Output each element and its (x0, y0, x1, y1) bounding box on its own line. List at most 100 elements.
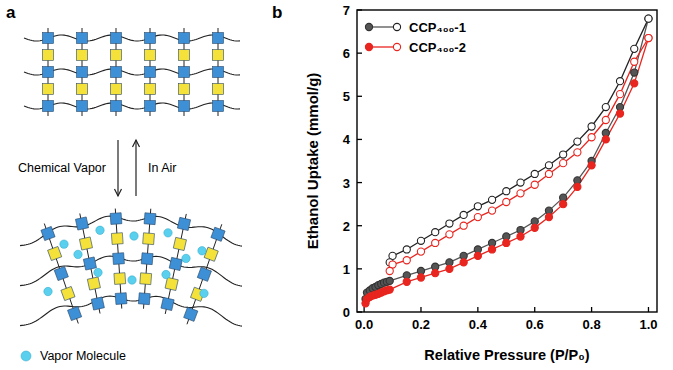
legend-marker (393, 23, 400, 30)
monomer (213, 50, 224, 61)
data-point (386, 286, 393, 293)
legend-label: Vapor Molecule (40, 349, 126, 363)
data-point (560, 151, 567, 158)
y-tick-label: 6 (343, 46, 350, 61)
y-tick-label: 7 (343, 3, 350, 18)
monomer (213, 67, 224, 78)
y-tick-label: 4 (343, 132, 351, 147)
vapor-molecule (74, 250, 82, 258)
monomer (179, 50, 190, 61)
data-point (602, 116, 609, 123)
legend: CCP₄₀₀-1CCP₄₀₀-2 (365, 20, 466, 55)
data-point (560, 201, 567, 208)
data-point (403, 278, 410, 285)
monomer (77, 67, 88, 78)
monomer (173, 237, 186, 250)
legend-label: CCP₄₀₀-2 (409, 40, 466, 55)
data-point (432, 229, 439, 236)
data-point (574, 149, 581, 156)
monomer (179, 101, 190, 112)
monomer (91, 297, 104, 310)
monomer (177, 217, 190, 230)
x-tick-label: 0.6 (526, 317, 544, 332)
data-point (645, 34, 652, 41)
x-tick-label: 0.2 (412, 317, 430, 332)
monomer (114, 273, 126, 285)
monomer (161, 297, 174, 310)
data-point (386, 267, 393, 274)
monomer (87, 277, 100, 290)
polymer-chain (20, 296, 242, 326)
monomer (68, 306, 82, 320)
monomer (145, 84, 156, 95)
arrow (135, 140, 136, 196)
vapor-molecule (96, 226, 104, 234)
monomer (197, 267, 211, 281)
x-tick-label: 0.4 (469, 317, 488, 332)
legend-marker (21, 351, 31, 361)
monomer (145, 101, 156, 112)
legend-marker (365, 43, 372, 50)
polymer-chain (24, 35, 240, 41)
monomer (113, 253, 125, 265)
chart: 0.00.20.40.60.81.001234567Relative Press… (304, 3, 658, 363)
data-point (488, 246, 495, 253)
arrow (117, 140, 118, 196)
data-point (560, 160, 567, 167)
data-point (460, 259, 467, 266)
data-point (474, 213, 481, 220)
monomer (179, 33, 190, 44)
x-tick (591, 307, 592, 312)
vapor-molecule (164, 229, 172, 237)
data-point (645, 15, 652, 22)
monomer (179, 84, 190, 95)
monomer (111, 101, 122, 112)
y-tick (357, 225, 362, 226)
data-point (545, 170, 552, 177)
monomer (165, 277, 178, 290)
data-point (517, 233, 524, 240)
vapor-molecule (60, 240, 68, 248)
data-point (403, 246, 410, 253)
y-tick (357, 139, 362, 140)
data-point (417, 237, 424, 244)
data-point (417, 248, 424, 255)
data-point (386, 277, 393, 284)
monomer (211, 227, 225, 241)
monomer (145, 50, 156, 61)
vapor-molecule (162, 270, 170, 278)
data-point (574, 138, 581, 145)
monomer (110, 213, 122, 225)
arrow-label: In Air (148, 161, 177, 175)
monomer (75, 217, 88, 230)
monomer (54, 266, 68, 280)
monomer (43, 101, 54, 112)
data-point (645, 15, 652, 22)
monomer (43, 50, 54, 61)
data-point (460, 222, 467, 229)
vapor-molecule (182, 254, 190, 262)
monomer (111, 33, 122, 44)
data-point (616, 110, 623, 117)
panel-label: a (6, 3, 16, 22)
y-tick-label: 3 (343, 176, 350, 191)
arrow-head (115, 189, 122, 196)
monomer (41, 226, 55, 240)
polymer-chain (20, 216, 242, 246)
data-point (631, 69, 638, 76)
data-point (616, 78, 623, 85)
monomer (79, 237, 92, 250)
monomer (77, 50, 88, 61)
monomer (48, 246, 62, 260)
data-point (432, 270, 439, 277)
monomer (213, 101, 224, 112)
data-point (645, 34, 652, 41)
monomer (77, 84, 88, 95)
monomer (169, 257, 182, 270)
x-tick-label: 0.8 (583, 317, 601, 332)
data-point (460, 211, 467, 218)
monomer (83, 257, 96, 270)
data-point (474, 252, 481, 259)
x-tick-label: 1.0 (639, 317, 657, 332)
vapor-molecule (130, 232, 138, 240)
